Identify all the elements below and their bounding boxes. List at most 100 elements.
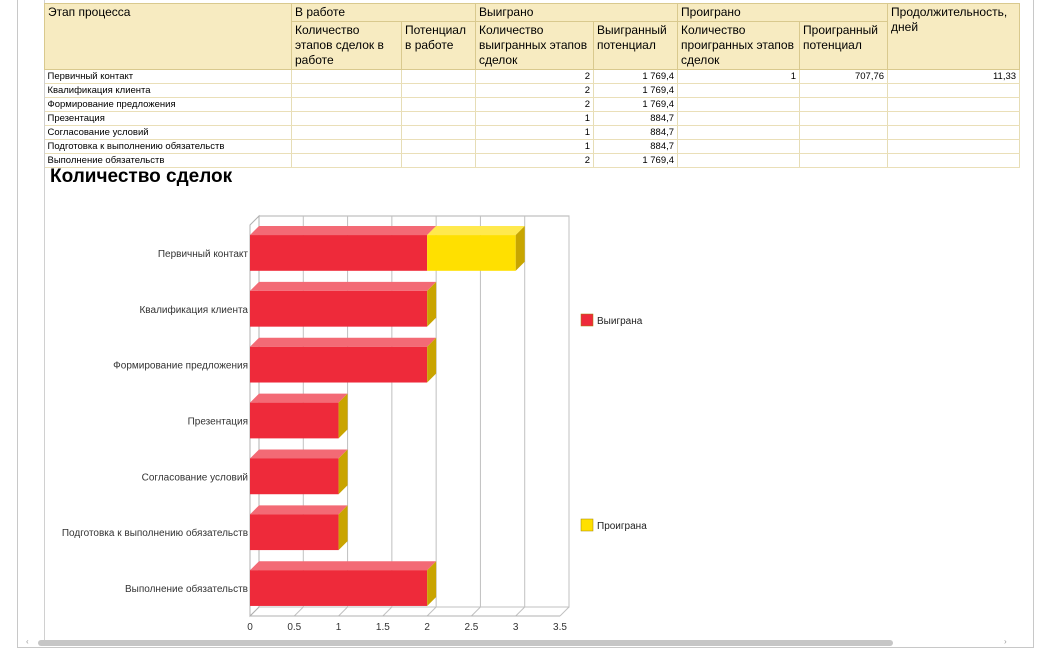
bar-side-face: [338, 505, 348, 551]
table-row[interactable]: Согласование условий 1 884,7: [44, 125, 1021, 140]
x-tick-label: 0: [247, 622, 253, 633]
cell-lost-count: [677, 153, 801, 168]
cell-in-work-count: [291, 153, 402, 168]
legend-label-won: Выиграна: [597, 316, 643, 327]
bar-side-face: [338, 393, 348, 439]
x-tick-label: 0.5: [287, 622, 301, 633]
bar-won[interactable]: [250, 346, 428, 383]
table-row[interactable]: Выполнение обязательств 2 1 769,4: [44, 153, 1021, 168]
cell-stage: Подготовка к выполнению обязательств: [44, 139, 292, 154]
cell-in-work-potential: [400, 139, 477, 154]
chart-title: Количество сделок: [50, 166, 233, 187]
cell-in-work-count: [291, 125, 402, 140]
cell-won-potential: 1 769,4: [593, 97, 679, 112]
bar-won[interactable]: [250, 402, 339, 439]
bar-top-face: [427, 226, 525, 236]
category-label: Выполнение обязательств: [125, 583, 248, 595]
cell-won-potential: 884,7: [593, 139, 679, 154]
x-tick-label: 1: [336, 622, 342, 633]
report-window: Этап процесса В работе Выиграно Проигран…: [17, 0, 1034, 648]
header-won-potential: Выигранный потенциал: [593, 21, 679, 70]
bar-top-face: [250, 505, 348, 515]
header-stage: Этап процесса: [44, 3, 292, 70]
legend-swatch-lost: [580, 518, 594, 532]
header-in-work: В работе: [290, 3, 477, 22]
legend-label-lost: Проиграна: [597, 521, 647, 532]
header-won: Выиграно: [475, 3, 679, 22]
header-lost: Проиграно: [677, 3, 889, 22]
bar-side-face: [515, 226, 525, 271]
cell-stage: Формирование предложения: [44, 97, 292, 112]
scroll-left-arrow-icon[interactable]: ‹: [26, 637, 29, 646]
table-row[interactable]: Квалификация клиента 2 1 769,4: [44, 83, 1021, 98]
table-row[interactable]: Подготовка к выполнению обязательств 1 884…: [44, 139, 1021, 154]
bar-top-face: [250, 226, 437, 236]
report-document: Этап процесса В работе Выиграно Проигран…: [44, 0, 1033, 640]
cell-stage: Согласование условий: [44, 125, 292, 140]
deals-bar-chart: 0 0.5 1 1.5 2 2.5 3 3.5 Первичный контакт Квалифи…: [62, 214, 647, 633]
bar-side-face: [338, 449, 348, 495]
cell-won-count: 2: [475, 83, 595, 98]
cell-in-work-count: [291, 97, 402, 112]
bar-top-face: [250, 281, 437, 291]
category-label: Формирование предложения: [113, 361, 248, 372]
cell-won-potential: 1 769,4: [593, 69, 679, 84]
cell-won-count: 1: [475, 125, 595, 140]
header-lost-potential: Проигранный потенциал: [799, 21, 889, 70]
document-left-border: [44, 0, 45, 640]
cell-in-work-count: [291, 69, 402, 84]
cell-in-work-count: [291, 111, 402, 126]
cell-lost-count: [677, 97, 801, 112]
table-row[interactable]: Презентация 1 884,7: [44, 111, 1021, 126]
category-label: Квалификация клиента: [139, 304, 248, 316]
scroll-right-arrow-icon[interactable]: ›: [1004, 637, 1007, 646]
bar-won[interactable]: [250, 570, 428, 606]
header-in-work-count: Количество этапов сделок в работе: [291, 21, 402, 70]
cell-won-potential: 1 769,4: [593, 153, 679, 168]
bar-won[interactable]: [250, 514, 339, 551]
gridline-floor: [559, 606, 570, 617]
header-duration: Продолжительность, дней: [887, 3, 1021, 70]
bar-top-face: [250, 337, 437, 347]
cell-lost-potential: [799, 83, 889, 98]
cell-lost-count: [677, 125, 801, 140]
cell-duration: [887, 111, 1021, 126]
cell-lost-potential: [799, 111, 889, 126]
bar-won[interactable]: [250, 290, 428, 327]
cell-in-work-potential: [400, 97, 477, 112]
cell-duration: [887, 125, 1021, 140]
cell-in-work-count: [291, 139, 402, 154]
category-label: Презентация: [188, 417, 248, 428]
bar-won[interactable]: [250, 458, 339, 495]
header-in-work-potential: Потенциал в работе: [400, 21, 477, 70]
bar-lost[interactable]: [427, 235, 516, 271]
table-row[interactable]: Формирование предложения 2 1 769,4: [44, 97, 1021, 112]
cell-won-count: 2: [475, 97, 595, 112]
cell-in-work-potential: [400, 69, 477, 84]
legend-swatch-won: [580, 313, 594, 327]
cell-in-work-potential: [400, 111, 477, 126]
category-label: Согласование условий: [142, 472, 248, 483]
gridline-floor: [382, 606, 393, 617]
bar-side-face: [427, 337, 437, 383]
cell-duration: [887, 97, 1021, 112]
gridline-floor: [471, 606, 481, 617]
bar-won[interactable]: [250, 235, 428, 271]
table-row[interactable]: Первичный контакт 2 1 769,4 1 707,76 11,33: [44, 69, 1021, 84]
cell-duration: 11,33: [887, 69, 1021, 84]
cell-lost-potential: [799, 125, 889, 140]
report-table-body: Первичный контакт 2 1 769,4 1 707,76 11,33 Ква…: [44, 69, 1021, 168]
cell-stage: Презентация: [44, 111, 292, 126]
cell-won-potential: 1 769,4: [593, 83, 679, 98]
cell-in-work-potential: [400, 83, 477, 98]
gridline-floor: [293, 606, 304, 617]
cell-lost-potential: [799, 153, 889, 168]
horizontal-scrollbar-thumb[interactable]: [38, 640, 893, 646]
cell-duration: [887, 153, 1021, 168]
cell-lost-potential: [799, 97, 889, 112]
gridline-floor: [426, 606, 437, 617]
cell-lost-potential: 707,76: [799, 69, 889, 84]
bar-top-face: [250, 449, 348, 459]
bar-side-face: [427, 281, 437, 327]
cell-won-potential: 884,7: [593, 111, 679, 126]
